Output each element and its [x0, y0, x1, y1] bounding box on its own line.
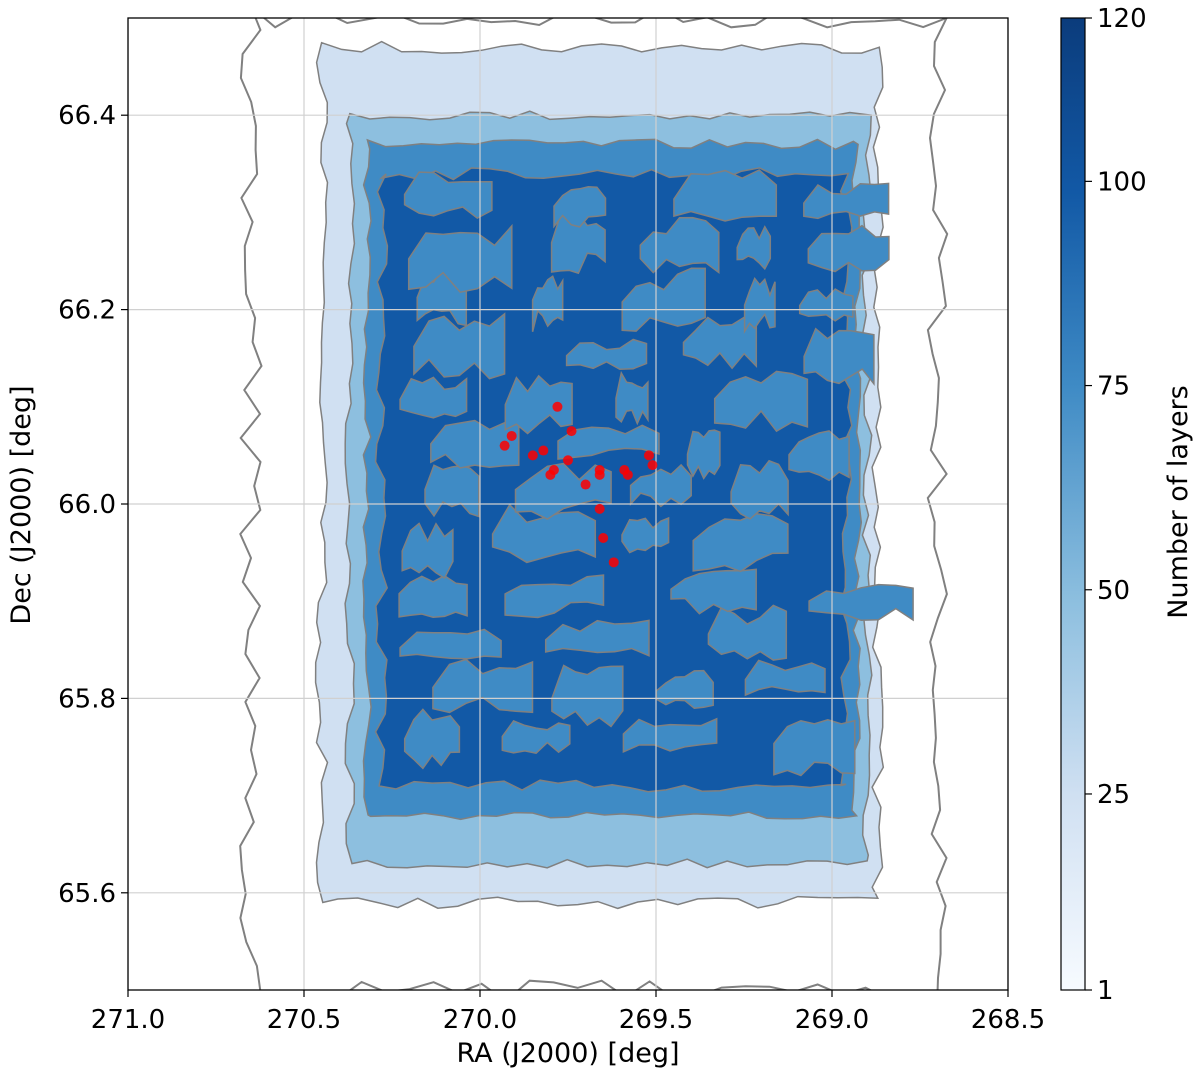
y-tick-label: 66.2 — [58, 296, 116, 326]
contour-stripe — [713, 370, 809, 433]
contour-stripe — [504, 574, 605, 619]
contour-stripe — [682, 316, 758, 370]
contour-stripe — [551, 664, 624, 728]
colorbar-label: Number of layers — [1163, 385, 1194, 618]
contour-stripe — [773, 719, 856, 777]
x-tick-label: 270.5 — [267, 1005, 341, 1035]
contour-stripe — [788, 430, 850, 482]
y-tick-label: 65.6 — [58, 879, 116, 909]
contour-stripe — [622, 717, 718, 754]
x-tick-label: 269.5 — [619, 1005, 693, 1035]
contour-stripe — [621, 516, 670, 554]
contour-stripe — [401, 522, 454, 580]
source-point — [566, 426, 577, 437]
contour-stripe — [432, 658, 534, 714]
contour-stripe — [686, 429, 721, 480]
contour-stripe — [803, 182, 890, 220]
contour-stripe — [407, 223, 513, 294]
source-point — [647, 460, 658, 471]
contour-stripe — [398, 574, 468, 619]
source-point — [527, 450, 538, 461]
contour-stripe — [621, 267, 706, 332]
contour-stripe — [670, 568, 757, 615]
contour-stripe — [557, 424, 660, 460]
contour-stripe — [744, 659, 826, 697]
contour-stripe — [403, 171, 493, 219]
x-tick-label: 268.5 — [971, 1005, 1045, 1035]
colorbar: 1 25 50 75 100 120 Number of layers — [1060, 4, 1194, 1006]
x-axis-ticks: 271.0 270.5 270.0 269.5 269.0 268.5 — [91, 990, 1045, 1035]
contour-stripe — [430, 417, 520, 469]
colorbar-tick-label: 75 — [1097, 372, 1130, 402]
grid-lines — [128, 18, 1008, 990]
source-point — [545, 469, 556, 480]
contour-stripe — [736, 225, 772, 271]
source-point — [538, 445, 549, 456]
contour-stripe — [553, 186, 607, 229]
contour-stripe — [798, 288, 854, 322]
contour-stripe — [743, 277, 776, 335]
source-point — [598, 533, 609, 544]
source-point — [552, 401, 563, 412]
x-tick-label: 269.0 — [795, 1005, 869, 1035]
x-tick-label: 270.0 — [443, 1005, 517, 1035]
source-point — [643, 450, 654, 461]
source-point — [622, 469, 633, 480]
y-axis-ticks: 65.6 65.8 66.0 66.2 66.4 — [58, 101, 128, 909]
source-point — [608, 557, 619, 568]
contour-stripe — [399, 376, 468, 419]
contour-stripe — [501, 719, 571, 755]
source-point — [580, 479, 591, 490]
colorbar-tick-label: 120 — [1097, 4, 1147, 34]
contour-stripe — [403, 708, 461, 770]
contour-stripe — [803, 327, 875, 386]
contour-stripe — [807, 224, 890, 273]
source-point — [563, 455, 573, 466]
contour-stripe — [491, 503, 597, 564]
contour-stripe — [692, 513, 789, 573]
contour-stripe — [639, 216, 720, 274]
source-point — [506, 430, 517, 441]
contour-stripe — [531, 275, 564, 332]
contour-stripe — [673, 169, 778, 222]
colorbar-tick-label: 25 — [1097, 780, 1130, 810]
contour-stripe — [399, 628, 502, 660]
colorbar-frame — [1060, 17, 1086, 991]
source-point — [594, 503, 605, 514]
source-point — [594, 469, 605, 480]
contour-stripe — [629, 463, 692, 508]
contour-stripe — [565, 338, 648, 370]
source-points — [499, 401, 658, 568]
plot-area — [127, 17, 1009, 991]
source-point — [499, 440, 510, 451]
y-tick-label: 66.0 — [58, 490, 116, 520]
colorbar-tick-label: 100 — [1097, 167, 1147, 197]
x-tick-label: 271.0 — [91, 1005, 165, 1035]
colorbar-gradient — [1061, 18, 1085, 990]
contour-stripe — [544, 619, 650, 657]
contour-stripe — [413, 312, 506, 380]
colorbar-tick-label: 50 — [1097, 576, 1130, 606]
contour-stripe — [504, 374, 573, 435]
y-tick-label: 66.4 — [58, 101, 116, 131]
x-axis-label: RA (J2000) [deg] — [456, 1038, 679, 1069]
colorbar-ticks: 1 25 50 75 100 120 — [1085, 4, 1147, 1006]
contour-stripe — [707, 604, 788, 661]
y-tick-label: 65.8 — [58, 684, 116, 714]
contour-stripe — [615, 370, 649, 426]
y-axis-label: Dec (J2000) [deg] — [6, 385, 37, 624]
colorbar-tick-label: 1 — [1097, 976, 1114, 1006]
